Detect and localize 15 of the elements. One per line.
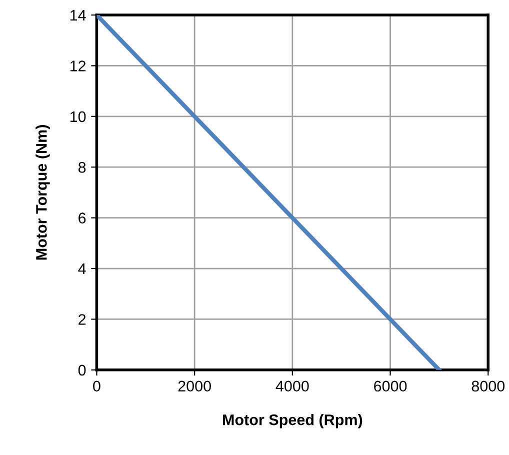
y-axis-title: Motor Torque (Nm): [36, 125, 50, 260]
x-tick-label: 8000: [472, 380, 505, 392]
y-tick-label: 0: [78, 364, 86, 376]
y-tick-label: 2: [78, 314, 86, 325]
y-tick-label: 4: [78, 264, 86, 274]
x-tick-label: 4000: [276, 380, 309, 392]
x-tick-label: 2000: [178, 380, 211, 392]
y-tick-label: 6: [78, 212, 86, 224]
x-tick-label: 0: [93, 380, 100, 392]
y-tick-label: 12: [70, 60, 86, 72]
y-tick-label: 14: [70, 10, 86, 21]
x-tick-label: 6000: [374, 380, 407, 392]
y-tick-label: 8: [78, 162, 86, 173]
x-axis-title: Motor Speed (Rpm): [223, 414, 362, 428]
y-tick-label: 10: [70, 111, 86, 122]
